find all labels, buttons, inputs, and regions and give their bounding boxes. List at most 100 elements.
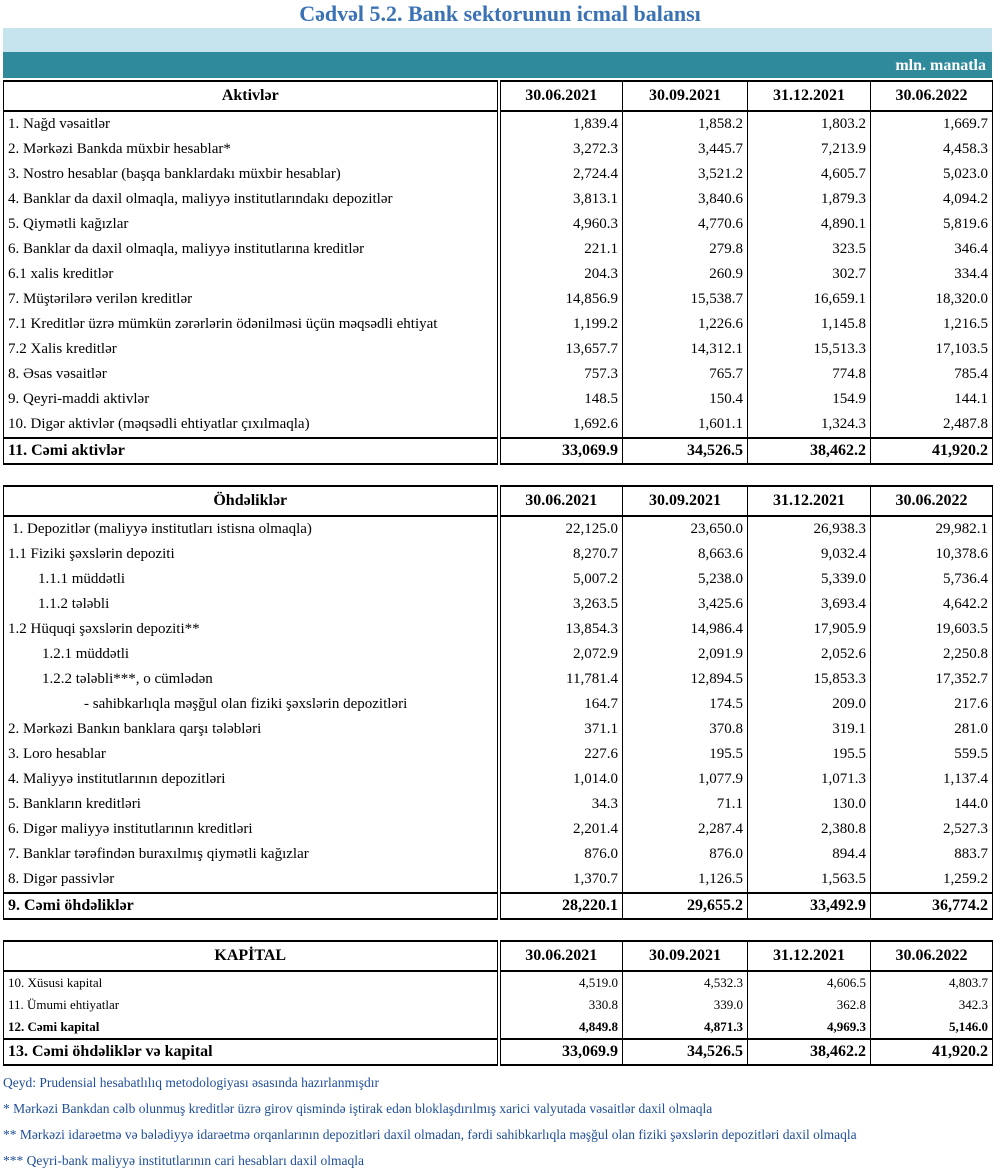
cell-value: 3,693.4 bbox=[747, 592, 871, 617]
cell-value: 4,871.3 bbox=[622, 1016, 748, 1040]
band bbox=[3, 28, 992, 52]
cell-value: 22,125.0 bbox=[498, 516, 623, 542]
cell-value: 5,007.2 bbox=[498, 567, 623, 592]
cell-value: 1,803.2 bbox=[747, 111, 871, 137]
cell-value: 4,960.3 bbox=[498, 212, 623, 237]
cell-value: 15,538.7 bbox=[622, 287, 748, 312]
cell-value: 2,091.9 bbox=[622, 642, 748, 667]
data-row: 1.1.1 müddətli 5,007.2 5,238.0 5,339.0 5,736… bbox=[3, 567, 993, 592]
cell-value: 33,492.9 bbox=[747, 892, 871, 920]
cell-value: 2,201.4 bbox=[498, 817, 623, 842]
spacer bbox=[4, 464, 993, 486]
cell-value: 31.12.2021 bbox=[747, 485, 871, 517]
cell-value: 23,650.0 bbox=[622, 516, 748, 542]
cell-value: 19,603.5 bbox=[870, 617, 993, 642]
cell-value: 217.6 bbox=[870, 692, 993, 717]
row-label: 1. Depozitlər (maliyyə institutları isti… bbox=[3, 516, 501, 542]
cell-value: 17,103.5 bbox=[870, 337, 993, 362]
cell-value: 302.7 bbox=[747, 262, 871, 287]
row-label: 2. Mərkəzi Bankın banklara qarşı tələblə… bbox=[3, 717, 501, 742]
data-row: 2. Mərkəzi Bankın banklara qarşı tələblə… bbox=[3, 717, 993, 742]
cell-value: 1,077.9 bbox=[622, 767, 748, 792]
notes: Qeyd: Prudensial hesabatlılıq metodologi… bbox=[3, 1070, 1000, 1171]
header-row: KAPİTAL 30.06.2021 30.09.2021 31.12.2021 30.… bbox=[3, 940, 993, 972]
title: Cədvəl 5.2. Bank sektorunun icmal balans… bbox=[299, 1, 701, 26]
cell-value: 1,259.2 bbox=[870, 867, 993, 893]
cell-value: 339.0 bbox=[622, 994, 748, 1016]
cell-value: 5,819.6 bbox=[870, 212, 993, 237]
cell-value: 2,527.3 bbox=[870, 817, 993, 842]
cell-value: 785.4 bbox=[870, 362, 993, 387]
cell-value: 371.1 bbox=[498, 717, 623, 742]
data-row: 5. Bankların kreditləri 34.3 71.1 130.0 144.… bbox=[3, 792, 993, 817]
total-row: 13. Cəmi öhdəliklər və kapital 33,069.9 34… bbox=[3, 1038, 993, 1066]
data-row: 1.2.2 tələbli***, o cümlədən 11,781.4 12,8… bbox=[3, 667, 993, 692]
cell-value: 5,023.0 bbox=[870, 162, 993, 187]
cell-value: 29,982.1 bbox=[870, 516, 993, 542]
cell-value: 34,526.5 bbox=[622, 437, 748, 465]
cell-value: 7,213.9 bbox=[747, 137, 871, 162]
balance-table: Aktivlər 30.06.2021 30.09.2021 31.12.2021 30… bbox=[3, 80, 993, 1066]
cell-value: 362.8 bbox=[747, 994, 871, 1016]
cell-value: 876.0 bbox=[622, 842, 748, 867]
cell-value: 1,879.3 bbox=[747, 187, 871, 212]
cell-value: 2,380.8 bbox=[747, 817, 871, 842]
cell-value: 2,287.4 bbox=[622, 817, 748, 842]
cell-value: 16,659.1 bbox=[747, 287, 871, 312]
cell-value: 1,692.6 bbox=[498, 412, 623, 438]
cell-value: 34,526.5 bbox=[622, 1038, 748, 1066]
note: * Mərkəzi Bankdan cəlb olunmuş kreditlər… bbox=[3, 1101, 713, 1116]
cell-value: 30.06.2022 bbox=[870, 485, 993, 517]
cell-value: 279.8 bbox=[622, 237, 748, 262]
cell-value: 4,458.3 bbox=[870, 137, 993, 162]
cell-value: 34.3 bbox=[498, 792, 623, 817]
cell-value: 4,519.0 bbox=[498, 971, 623, 994]
cell-value: 26,938.3 bbox=[747, 516, 871, 542]
data-row: 3. Nostro hesablar (başqa banklardakı mü… bbox=[3, 162, 993, 187]
cell-value: 1,563.5 bbox=[747, 867, 871, 893]
cell-value: 18,320.0 bbox=[870, 287, 993, 312]
total-row: 9. Cəmi öhdəliklər 28,220.1 29,655.2 33,492… bbox=[3, 892, 993, 920]
cell-value: 4,642.2 bbox=[870, 592, 993, 617]
cell-value: 30.06.2021 bbox=[498, 485, 623, 517]
note: ** Mərkəzi idarəetmə və bələdiyyə idarəe… bbox=[3, 1127, 857, 1142]
data-row: 10. Digər aktivlər (məqsədli ehtiyatlar … bbox=[3, 412, 993, 438]
spacer-cell bbox=[4, 464, 993, 486]
cell-value: 5,146.0 bbox=[870, 1016, 993, 1040]
row-label: - sahibkarlıqla məşğul olan fiziki şəxsl… bbox=[3, 692, 501, 717]
cell-value: 1,226.6 bbox=[622, 312, 748, 337]
cell-value: 28,220.1 bbox=[498, 892, 623, 920]
cell-value: 38,462.2 bbox=[747, 437, 871, 465]
cell-value: 876.0 bbox=[498, 842, 623, 867]
data-row: 3. Loro hesablar 227.6 195.5 195.5 559.5 bbox=[3, 742, 993, 767]
data-row: 11. Ümumi ehtiyatlar 330.8 339.0 362.8 342.3 bbox=[3, 994, 993, 1016]
data-row: 6. Banklar da daxil olmaqla, maliyyə ins… bbox=[3, 237, 993, 262]
data-row: 9. Qeyri-maddi aktivlər 148.5 150.4 154.9 14… bbox=[3, 387, 993, 412]
cell-value: 330.8 bbox=[498, 994, 623, 1016]
note: Qeyd: Prudensial hesabatlılıq metodologi… bbox=[3, 1075, 380, 1090]
row-label: 8. Digər passivlər bbox=[3, 867, 501, 893]
cell-value: 71.1 bbox=[622, 792, 748, 817]
row-label: 11. Ümumi ehtiyatlar bbox=[3, 994, 501, 1016]
row-label: 4. Banklar da daxil olmaqla, maliyyə ins… bbox=[3, 187, 501, 212]
cell-value: 14,312.1 bbox=[622, 337, 748, 362]
unit: mln. manatla bbox=[3, 52, 992, 78]
cell-value: 1,370.7 bbox=[498, 867, 623, 893]
cell-value: 3,813.1 bbox=[498, 187, 623, 212]
cell-value: 1,839.4 bbox=[498, 111, 623, 137]
total-row: 12. Cəmi kapital 4,849.8 4,871.3 4,969.3 5,1… bbox=[3, 1016, 993, 1040]
cell-value: 342.3 bbox=[870, 994, 993, 1016]
cell-value: 36,774.2 bbox=[870, 892, 993, 920]
cell-value: 9,032.4 bbox=[747, 542, 871, 567]
cell-value: 894.4 bbox=[747, 842, 871, 867]
row-label: 4. Maliyyə institutlarının depozitləri bbox=[3, 767, 501, 792]
data-row: 7. Banklar tərəfindən buraxılmış qiymətl… bbox=[3, 842, 993, 867]
cell-value: 8,663.6 bbox=[622, 542, 748, 567]
row-label: 1.2.1 müddətli bbox=[3, 642, 501, 667]
row-label: Öhdəliklər bbox=[3, 485, 501, 517]
cell-value: 3,425.6 bbox=[622, 592, 748, 617]
cell-value: 4,606.5 bbox=[747, 971, 871, 994]
cell-value: 11,781.4 bbox=[498, 667, 623, 692]
cell-value: 1,137.4 bbox=[870, 767, 993, 792]
cell-value: 41,920.2 bbox=[870, 437, 993, 465]
